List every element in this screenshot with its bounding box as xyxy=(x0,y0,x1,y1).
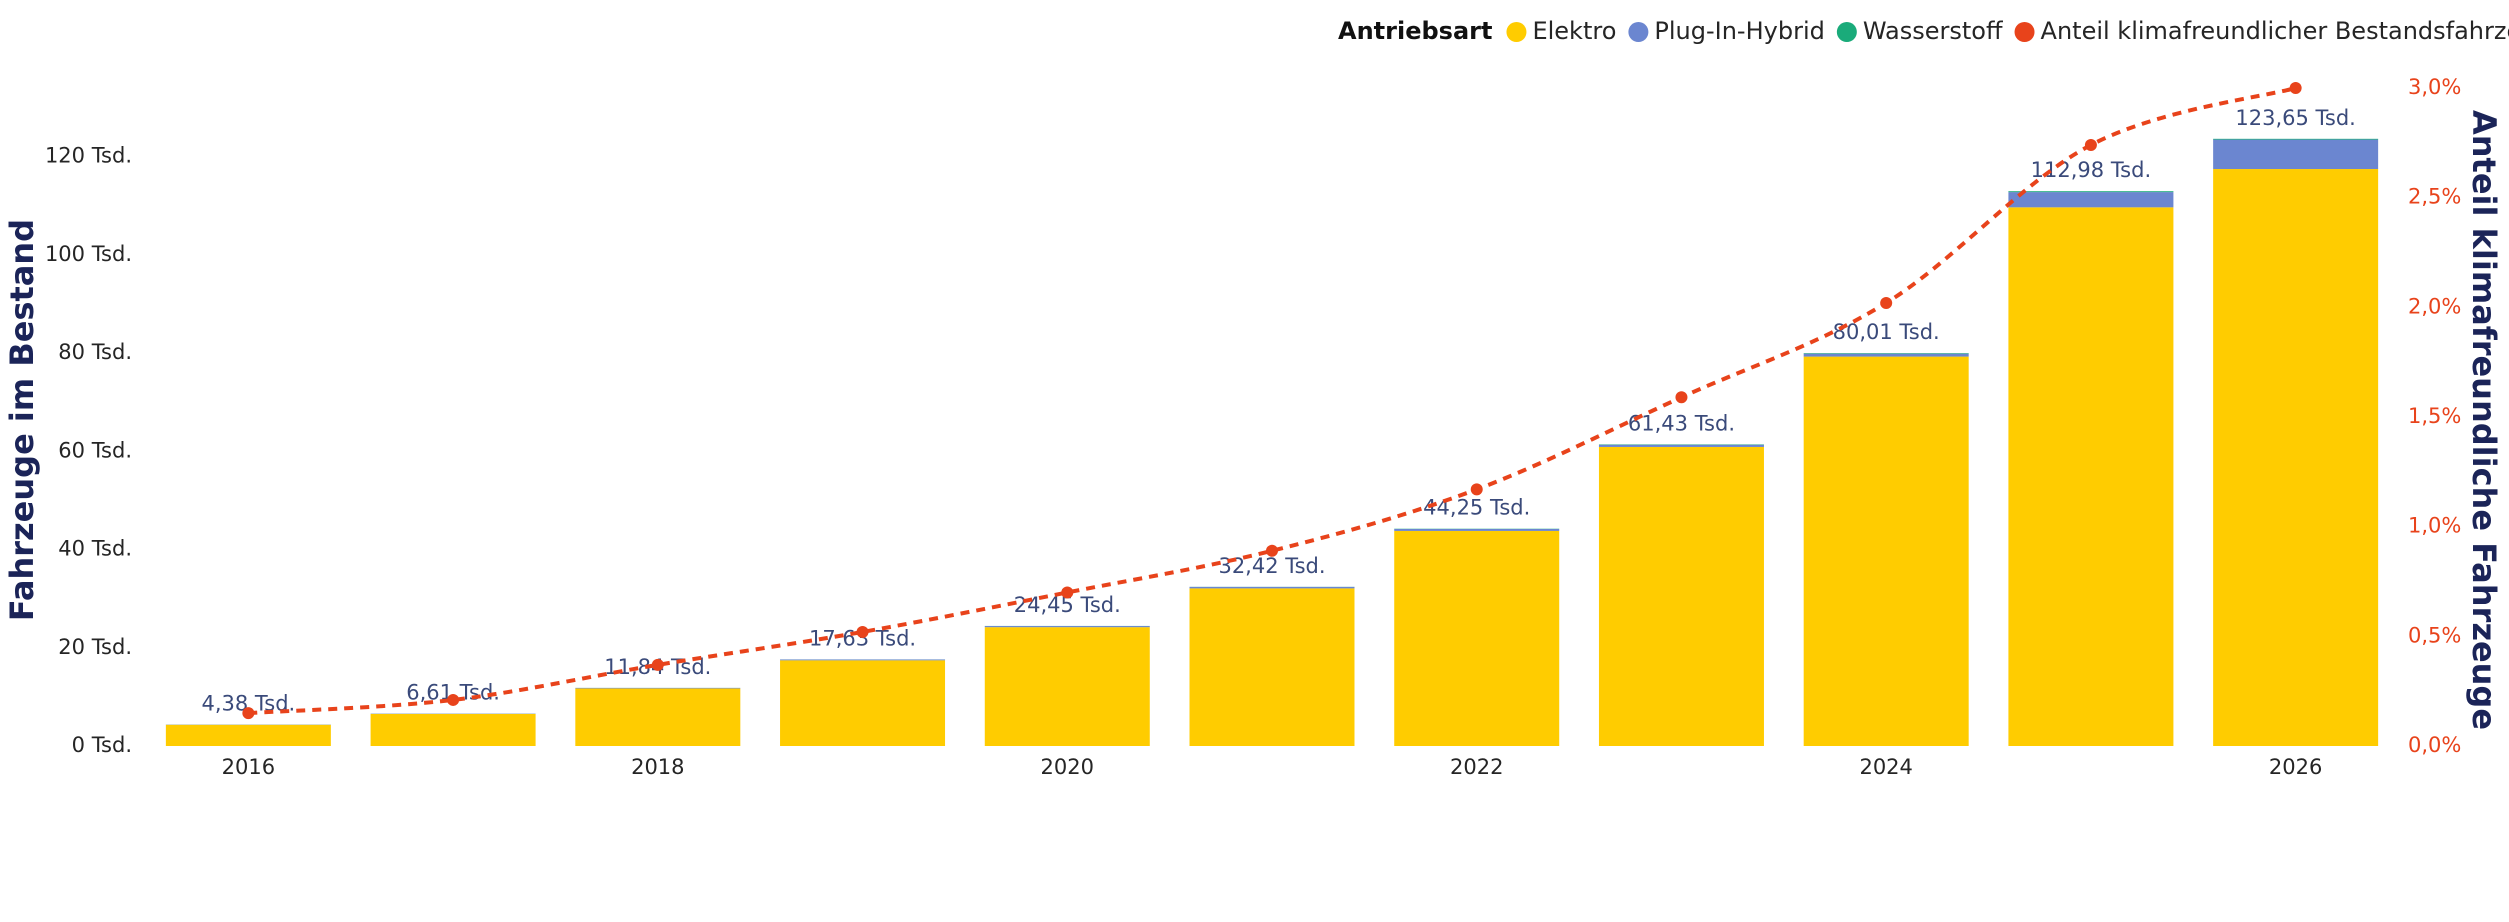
y-tick-label: 100 Tsd. xyxy=(45,242,132,266)
bar-segment xyxy=(1803,353,1969,354)
y-tick-label: 0 Tsd. xyxy=(72,733,132,757)
bar-segment xyxy=(984,627,1150,746)
bar-segment xyxy=(370,713,536,746)
bar-segment xyxy=(1598,444,1764,447)
bar-segment xyxy=(2008,207,2174,747)
bar-segment xyxy=(1803,353,1969,357)
total-label: 112,98 Tsd. xyxy=(2031,158,2151,182)
x-tick-label: 2026 xyxy=(2269,755,2322,779)
bar-segment xyxy=(1189,588,1355,746)
legend-marker xyxy=(2014,22,2035,42)
total-label: 32,42 Tsd. xyxy=(1218,554,1325,578)
bar-segment xyxy=(2008,191,2174,193)
share-point xyxy=(1675,391,1688,404)
y-tick-label: 120 Tsd. xyxy=(45,144,132,168)
x-tick-label: 2022 xyxy=(1450,755,1503,779)
share-point xyxy=(2084,139,2097,152)
bar-segment xyxy=(984,626,1150,628)
y-tick-label: 60 Tsd. xyxy=(58,438,132,462)
bar-segment xyxy=(575,687,741,689)
share-line xyxy=(248,86,2297,716)
legend-label: Wasserstoff xyxy=(1863,17,2003,45)
share-point xyxy=(1266,544,1278,557)
y-tick-label: 40 Tsd. xyxy=(58,537,132,561)
y2-tick-label: 1,0% xyxy=(2408,514,2461,538)
share-point xyxy=(1470,483,1483,496)
share-point xyxy=(447,693,460,706)
x-tick-label: 2016 xyxy=(222,755,275,779)
bar-segment xyxy=(1394,530,1560,746)
bar-segment xyxy=(575,688,741,746)
total-label: 61,43 Tsd. xyxy=(1628,411,1735,435)
legend-marker xyxy=(1628,22,1649,42)
y2-axis-title: Anteil klimafreundliche Fahrzeuge xyxy=(2465,110,2503,730)
x-tick-label: 2020 xyxy=(1041,755,1094,779)
bar-segment xyxy=(165,724,331,746)
legend-title: Antriebsart xyxy=(1338,17,1492,45)
legend-marker xyxy=(1506,22,1527,42)
x-tick-label: 2018 xyxy=(631,755,684,779)
share-point xyxy=(242,707,255,720)
y-tick-label: 20 Tsd. xyxy=(58,635,132,659)
y-axis-title: Fahrzeuge im Bestand xyxy=(3,219,41,621)
bar-segment xyxy=(1803,356,1969,746)
bar-segment xyxy=(780,659,946,661)
legend-marker xyxy=(1836,22,1857,42)
y2-tick-label: 3,0% xyxy=(2408,75,2461,99)
legend-label: Anteil klimafreundlicher Bestandsfahrzeu… xyxy=(2041,17,2509,45)
bar-segment xyxy=(780,660,946,746)
bar-segment xyxy=(2008,192,2174,208)
share-point xyxy=(1061,586,1074,599)
y2-tick-label: 0,5% xyxy=(2408,623,2461,647)
y2-tick-label: 0,0% xyxy=(2408,733,2461,757)
share-point xyxy=(1880,296,1893,309)
total-label: 123,65 Tsd. xyxy=(2235,106,2355,130)
bar-segment xyxy=(2213,138,2379,140)
y2-tick-label: 1,5% xyxy=(2408,404,2461,428)
share-point xyxy=(651,658,664,671)
share-point xyxy=(856,625,869,638)
total-label: 44,25 Tsd. xyxy=(1423,496,1530,520)
bar-segment xyxy=(2213,169,2379,746)
total-label: 80,01 Tsd. xyxy=(1833,320,1940,344)
share-point xyxy=(2289,82,2302,94)
y-tick-label: 80 Tsd. xyxy=(58,340,132,364)
bar-segment xyxy=(1598,446,1764,746)
legend-label: Elektro xyxy=(1532,17,1616,45)
legend-label: Plug-In-Hybrid xyxy=(1654,17,1824,45)
y2-tick-label: 2,5% xyxy=(2408,185,2461,209)
x-tick-label: 2024 xyxy=(1859,755,1912,779)
y2-tick-label: 2,0% xyxy=(2408,294,2461,318)
bar-segment xyxy=(2213,139,2379,170)
bar-segment xyxy=(1394,528,1560,531)
bar-segment xyxy=(1189,586,1355,589)
